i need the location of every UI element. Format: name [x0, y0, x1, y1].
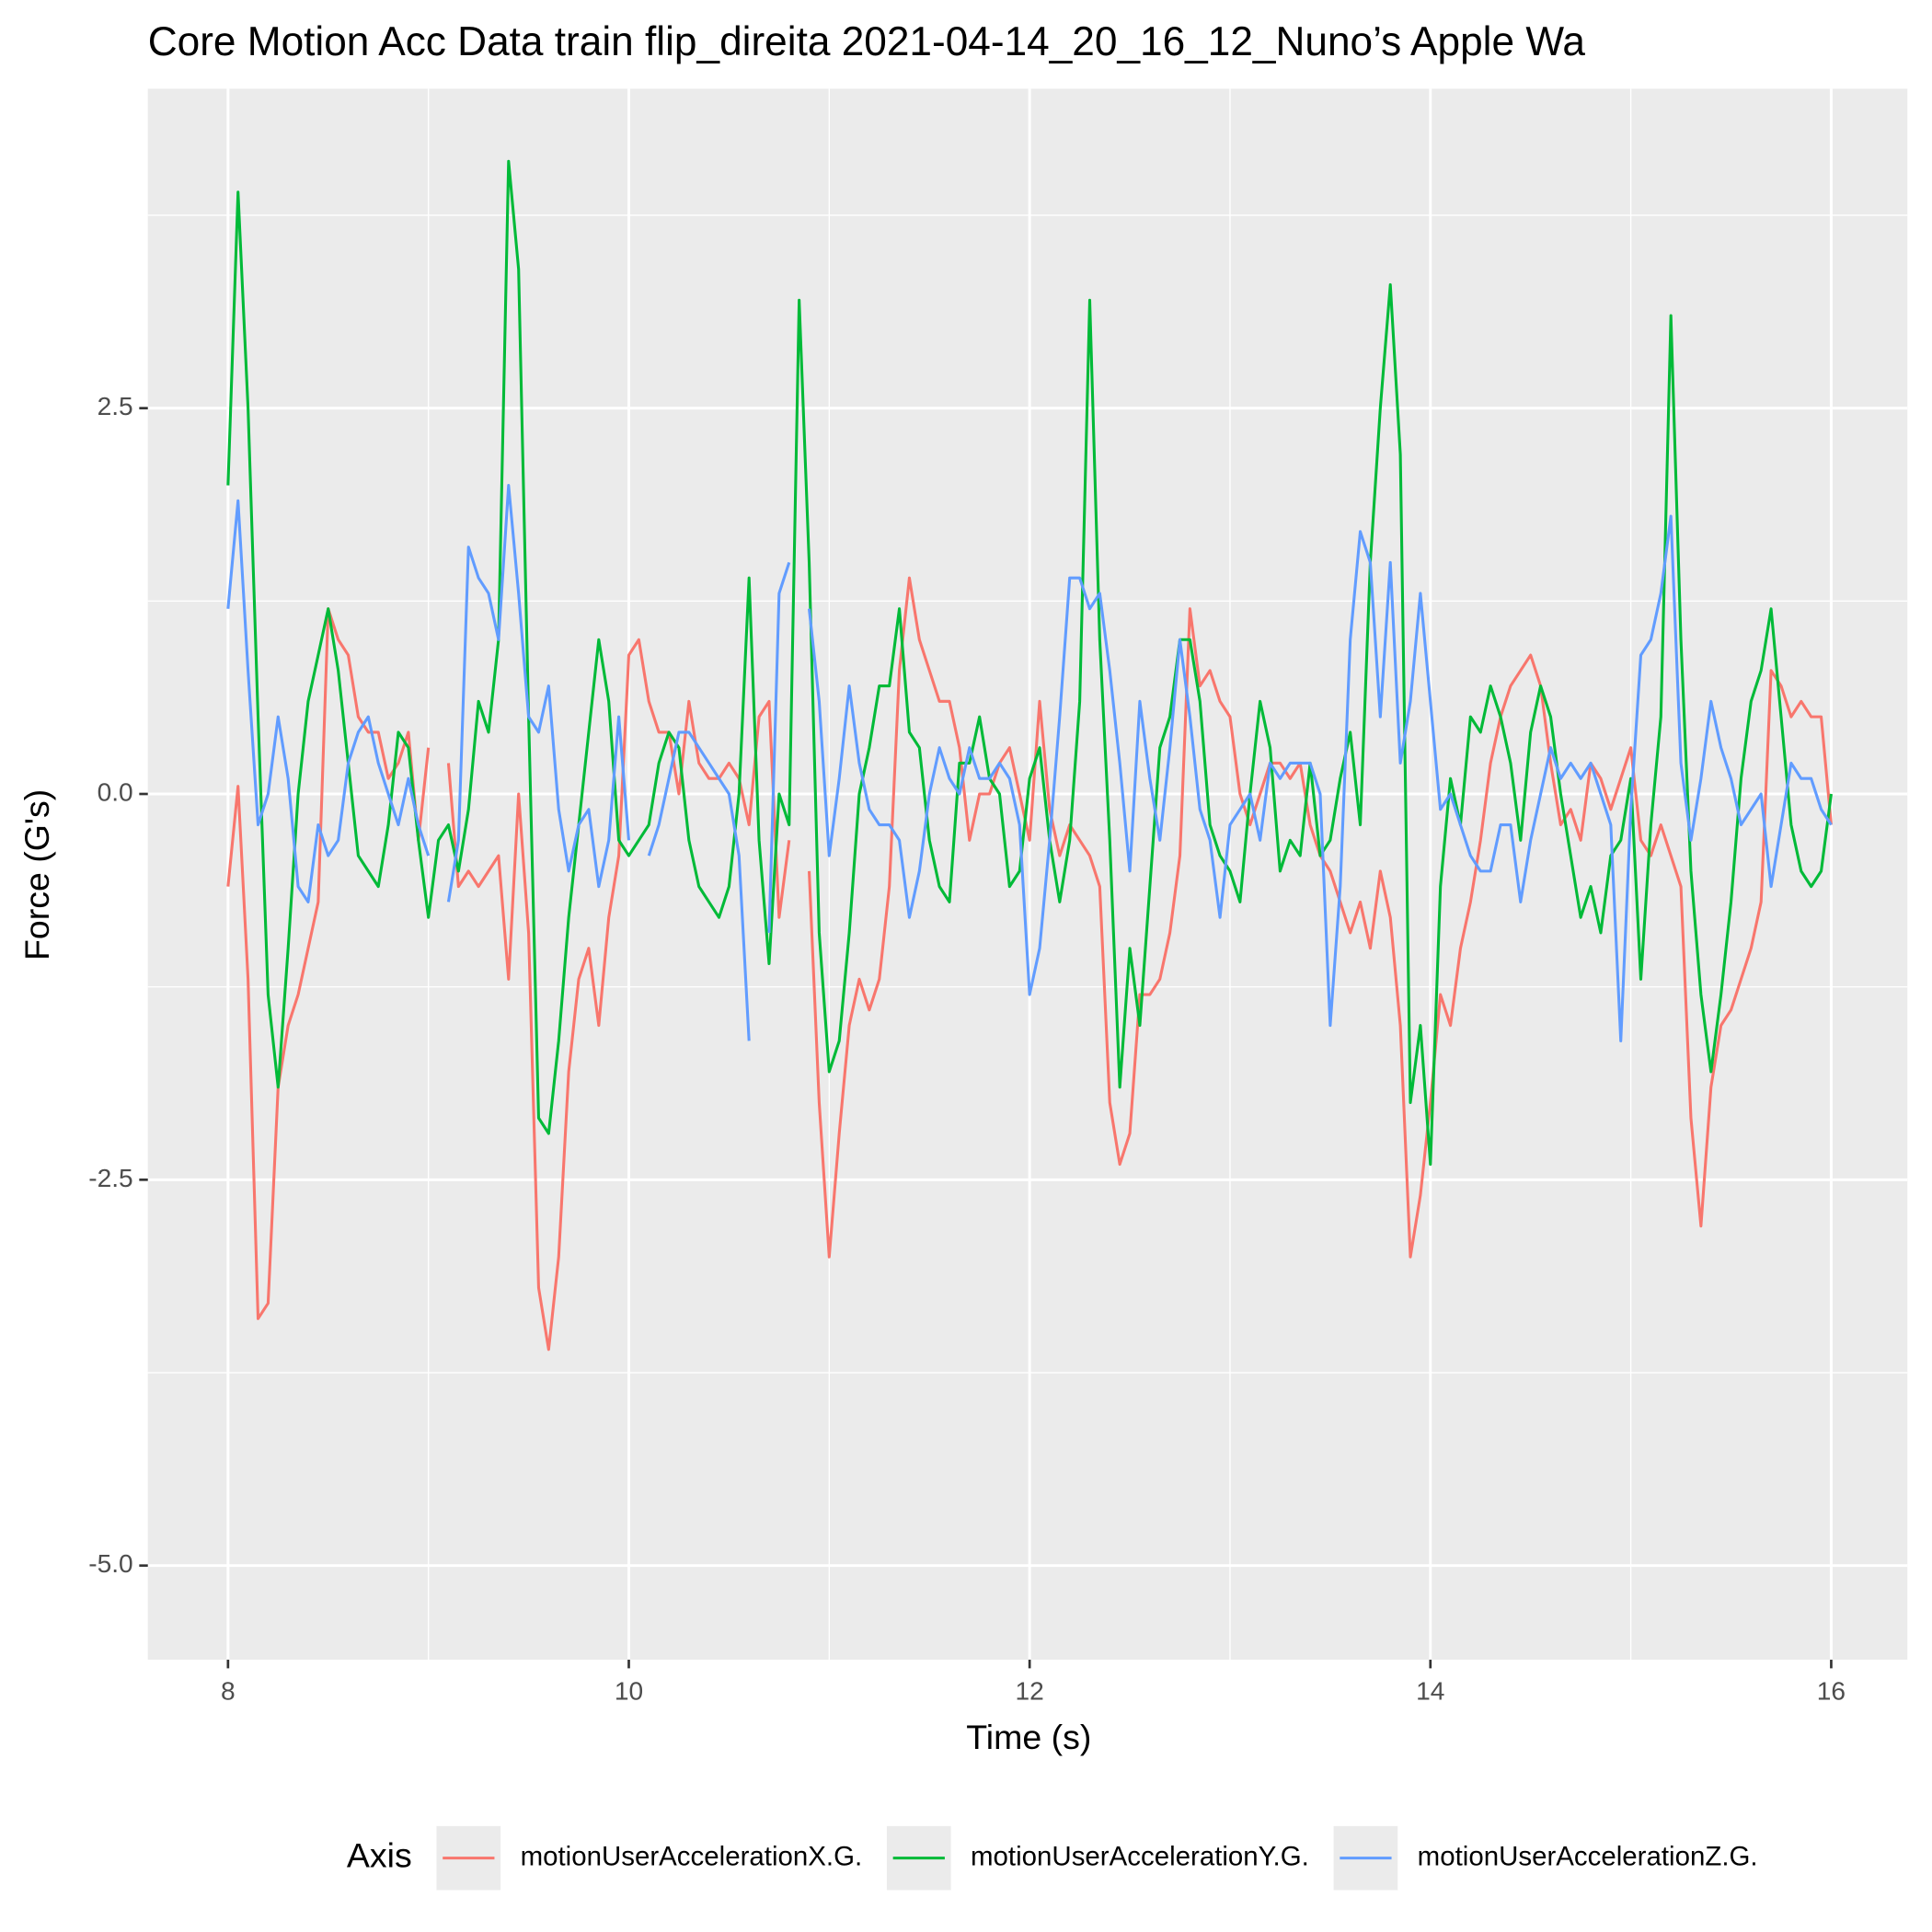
data-line [226, 483, 1833, 1042]
y-tick-label: 0.0 [98, 777, 133, 806]
x-axis-label: Time (s) [966, 1718, 1091, 1756]
y-tick-label: -5.0 [88, 1549, 132, 1578]
x-tick-label: 16 [1817, 1677, 1846, 1706]
x-tick-label: 8 [221, 1677, 236, 1706]
x-tick-label: 12 [1016, 1677, 1044, 1706]
chart-title: Core Motion Acc Data train flip_direita … [148, 19, 1586, 64]
legend-title: Axis [347, 1836, 412, 1875]
legend-label: motionUserAccelerationY.G. [971, 1841, 1309, 1871]
x-tick-label: 14 [1416, 1677, 1444, 1706]
legend-label: motionUserAccelerationX.G. [521, 1841, 863, 1871]
data-line [226, 159, 1833, 1167]
y-tick-label: -2.5 [88, 1164, 132, 1192]
y-tick-label: 2.5 [98, 392, 133, 420]
plot-panel [147, 88, 1908, 1661]
x-tick-label: 10 [615, 1677, 643, 1706]
y-axis-label: Force (G's) [17, 789, 56, 960]
legend-label: motionUserAccelerationZ.G. [1418, 1841, 1758, 1871]
